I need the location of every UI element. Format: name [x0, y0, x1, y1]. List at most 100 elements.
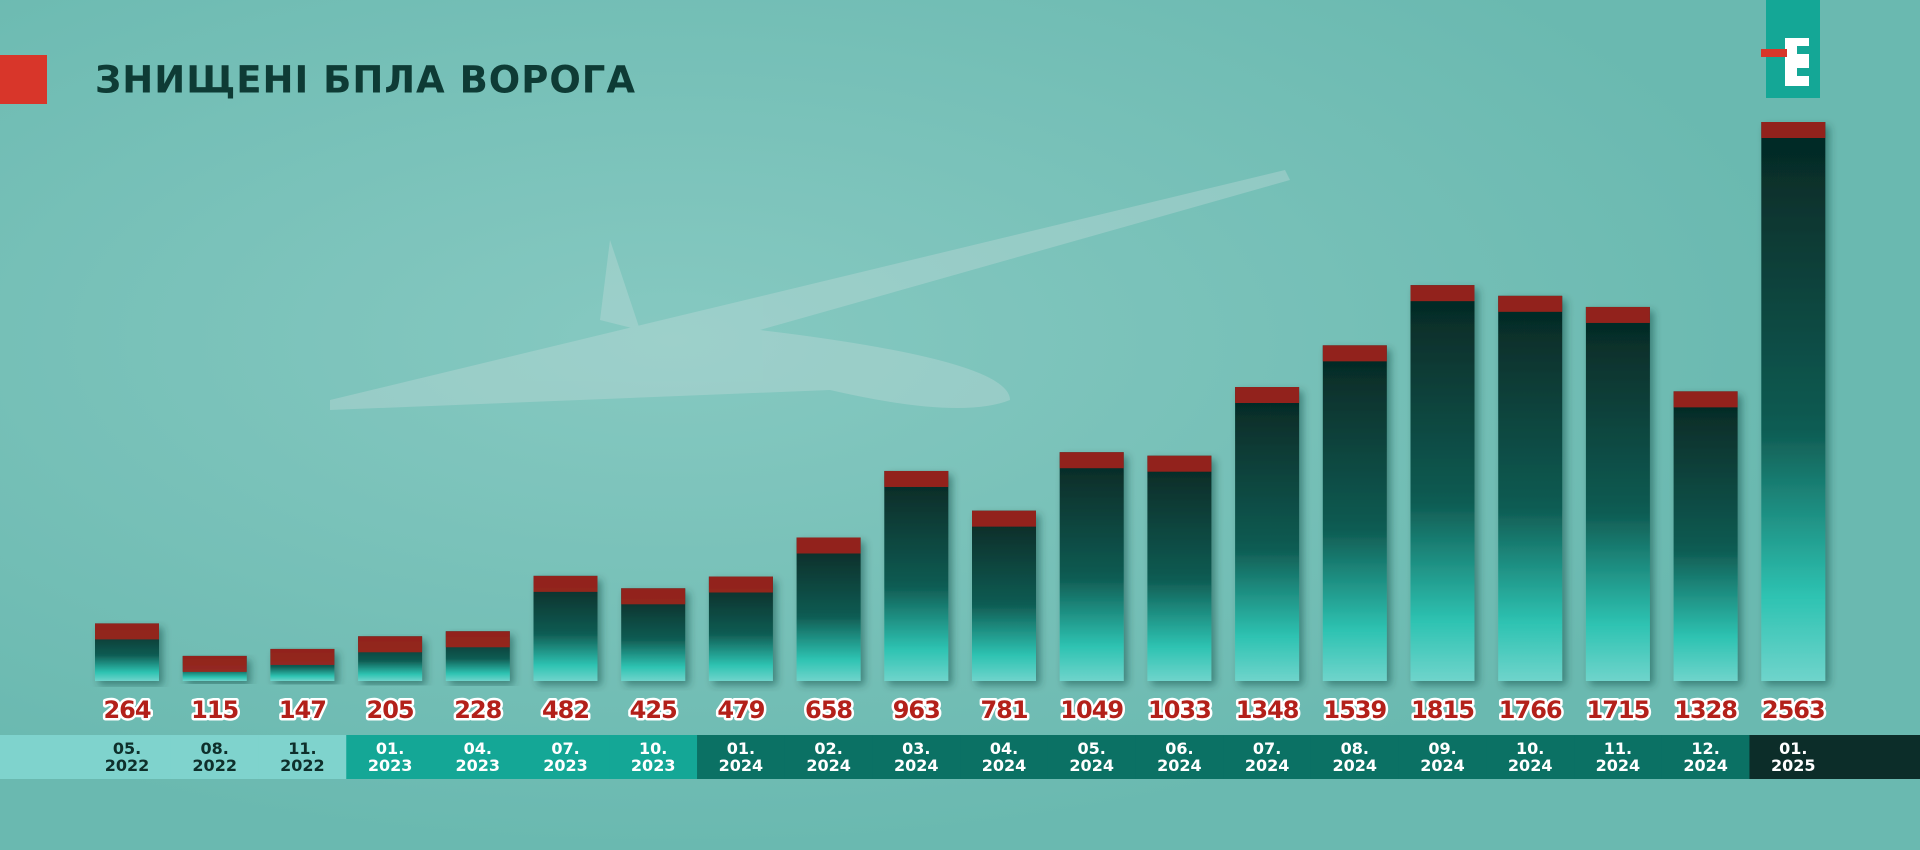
bar-group — [796, 537, 861, 681]
value-label: 781 — [980, 696, 1027, 724]
value-label: 482 — [542, 696, 589, 724]
date-cell — [1486, 735, 1576, 779]
x-tick-label: 05. 2024 — [1069, 739, 1114, 775]
date-cell — [609, 735, 699, 779]
bar-group — [1059, 452, 1124, 681]
value-label: 115 — [191, 696, 238, 724]
x-tick-label: 04. 2024 — [981, 739, 1027, 775]
bar-group — [1235, 386, 1300, 681]
date-cell — [433, 735, 523, 779]
bar-group — [182, 655, 247, 681]
bar-cap — [1585, 306, 1650, 323]
bar-group — [884, 470, 949, 681]
bar-group — [1498, 295, 1563, 681]
bar-group — [445, 631, 510, 681]
bar-group — [1322, 345, 1387, 681]
logo — [1761, 0, 1820, 98]
bar — [1498, 295, 1563, 681]
bar-cap — [796, 537, 861, 554]
value-label: 228 — [454, 696, 501, 724]
value-label: 147 — [279, 696, 326, 724]
bar-cap — [445, 631, 510, 648]
x-tick-label: 10. 2024 — [1507, 739, 1553, 775]
x-tick-label: 09. 2024 — [1420, 739, 1465, 775]
bar-cap — [182, 655, 247, 672]
value-label: 264 — [103, 696, 150, 724]
x-tick-label: 06. 2024 — [1157, 739, 1202, 775]
x-tick-label: 03. 2024 — [894, 739, 939, 775]
x-tick-label: 05. 2022 — [104, 739, 150, 775]
x-tick-label: 01. 2025 — [1771, 739, 1816, 775]
bar-cap — [1235, 386, 1300, 403]
value-label: 1328 — [1674, 696, 1737, 724]
x-tick-label: 01. 2024 — [718, 739, 764, 775]
bar — [708, 576, 773, 681]
value-label: 425 — [630, 696, 677, 724]
x-tick-label: 12. 2024 — [1683, 739, 1728, 775]
value-label: 2563 — [1762, 696, 1825, 724]
x-tick-label: 02. 2024 — [806, 739, 851, 775]
bar-cap — [1410, 285, 1475, 302]
bar-group — [1585, 306, 1650, 681]
bar-group — [1410, 285, 1475, 681]
bar — [1147, 455, 1212, 681]
bar-cap — [270, 648, 335, 665]
date-cell — [1310, 735, 1400, 779]
bar-cap — [1673, 391, 1738, 408]
bar-group — [621, 588, 686, 681]
bar — [1322, 345, 1387, 681]
bar-group — [533, 575, 598, 681]
value-label: 963 — [893, 696, 940, 724]
value-label: 479 — [717, 696, 764, 724]
value-label: 1766 — [1499, 696, 1562, 724]
chart-title: ЗНИЩЕНІ БПЛА ВОРОГА — [95, 59, 636, 102]
x-tick-label: 08. 2024 — [1332, 739, 1378, 775]
bar-cap — [972, 510, 1036, 527]
title-marker — [0, 55, 47, 104]
date-cell — [521, 735, 611, 779]
x-tick-label: 01. 2023 — [367, 739, 413, 775]
bar-group — [270, 648, 335, 681]
bar — [972, 510, 1036, 681]
bar — [1410, 285, 1475, 681]
date-cell — [1749, 735, 1920, 779]
bar-cap — [884, 470, 949, 487]
value-label: 658 — [805, 696, 852, 724]
bar — [1673, 391, 1738, 681]
x-tick-label: 04. 2023 — [455, 739, 501, 775]
bar-group — [358, 636, 423, 681]
bar-cap — [1059, 452, 1124, 469]
bar-cap — [1322, 345, 1387, 362]
value-label: 1539 — [1323, 696, 1386, 724]
date-cell — [0, 735, 172, 779]
value-label: 1033 — [1148, 696, 1211, 724]
value-label: 1815 — [1411, 696, 1474, 724]
date-cell — [346, 735, 435, 779]
bar — [884, 470, 949, 681]
bar — [1235, 386, 1300, 681]
date-cell — [697, 735, 786, 779]
date-cell — [1223, 735, 1312, 779]
date-cell — [1398, 735, 1488, 779]
bar-group — [1761, 122, 1826, 681]
bar-group — [1673, 391, 1738, 681]
bar-group — [95, 623, 159, 681]
drone-silhouette — [330, 170, 1290, 410]
value-label: 1348 — [1236, 696, 1299, 724]
date-cell — [258, 735, 348, 779]
x-tick-label: 08. 2022 — [192, 739, 237, 775]
bar — [1059, 452, 1124, 681]
x-tick-label: 07. 2023 — [543, 739, 588, 775]
date-cell — [872, 735, 962, 779]
value-label: 1049 — [1060, 696, 1123, 724]
date-cell — [784, 735, 874, 779]
date-cell — [960, 735, 1049, 779]
value-label: 1715 — [1587, 696, 1650, 724]
x-tick-label: 07. 2024 — [1244, 739, 1290, 775]
x-tick-label: 10. 2023 — [630, 739, 676, 775]
bar — [1585, 306, 1650, 681]
date-cell — [1047, 735, 1137, 779]
date-cell — [1661, 735, 1751, 779]
